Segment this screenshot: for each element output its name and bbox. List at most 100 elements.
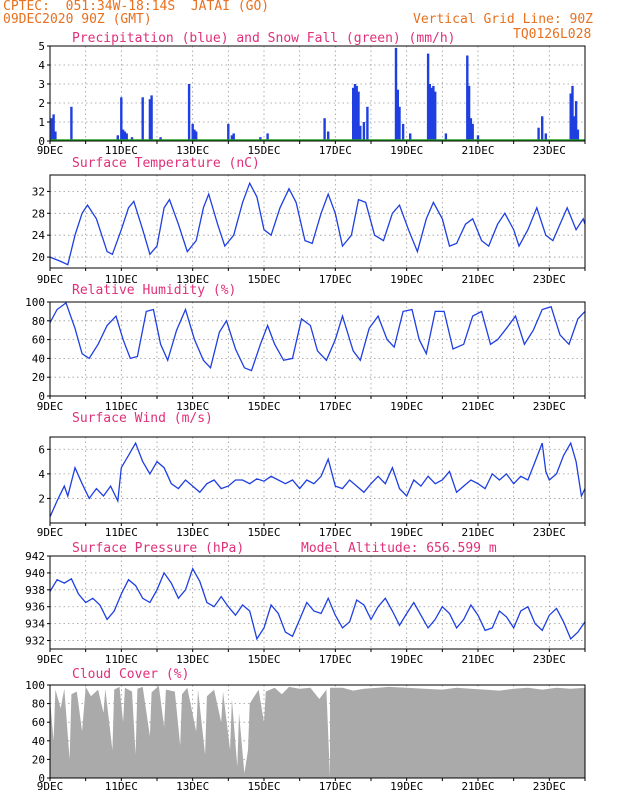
precip-bar — [52, 114, 55, 141]
x-tick-label: 11DEC — [105, 144, 138, 157]
y-tick-label: 20 — [32, 371, 45, 384]
y-tick-label: 5 — [38, 40, 45, 53]
panel-frame — [49, 301, 586, 397]
precip-bar — [148, 99, 152, 141]
precip-bar — [544, 133, 547, 141]
x-tick-label: 17DEC — [319, 653, 352, 666]
x-tick-label: 13DEC — [176, 780, 209, 793]
precip-bar — [195, 131, 198, 141]
x-tick-label: 15DEC — [247, 653, 280, 666]
panel-title: Precipitation (blue) and Snow Fall (gree… — [72, 31, 456, 46]
precip-bar — [121, 129, 125, 141]
precip-bar — [430, 87, 433, 141]
x-tick-label: 11DEC — [105, 780, 138, 793]
precip-bar — [266, 133, 269, 141]
precip-bar — [141, 97, 144, 141]
precip-bar — [357, 91, 360, 141]
precip-bar — [193, 129, 196, 141]
precip-bar — [537, 127, 540, 141]
y-tick-label: 80 — [32, 698, 45, 711]
x-tick-label: 9DEC — [37, 526, 64, 539]
precip-bar — [125, 133, 128, 141]
x-tick-label: 9DEC — [37, 780, 64, 793]
precip-bar — [230, 135, 234, 141]
y-tick-label: 40 — [32, 352, 45, 365]
precip-bar — [466, 55, 469, 141]
precip-bar — [541, 116, 544, 141]
y-tick-label: 32 — [32, 185, 45, 198]
y-tick-label: 20 — [32, 251, 45, 264]
x-tick-label: 23DEC — [533, 273, 566, 286]
precip-bar — [362, 122, 366, 141]
precip-bar — [571, 85, 574, 141]
precip-bar — [191, 123, 194, 141]
x-tick-label: 15DEC — [247, 273, 280, 286]
y-tick-label: 24 — [32, 229, 46, 242]
x-tick-label: 15DEC — [247, 526, 280, 539]
x-tick-label: 19DEC — [390, 400, 423, 413]
precip-bar — [232, 133, 235, 141]
x-tick-label: 15DEC — [247, 144, 280, 157]
precip-bar — [428, 84, 431, 141]
precip-bar — [130, 137, 134, 141]
precip-bar — [573, 116, 576, 141]
y-tick-label: 932 — [25, 635, 45, 648]
panel-title: Surface Pressure (hPa) — [72, 541, 244, 556]
x-tick-label: 21DEC — [461, 653, 494, 666]
precip-bar — [150, 95, 153, 141]
x-tick-label: 23DEC — [533, 144, 566, 157]
x-tick-label: 17DEC — [319, 780, 352, 793]
x-tick-label: 15DEC — [247, 400, 280, 413]
precip-bar — [469, 118, 473, 141]
y-tick-label: 2 — [38, 97, 45, 110]
precip-bar — [396, 89, 399, 141]
precip-bar — [366, 106, 369, 141]
precip-bar — [398, 106, 401, 141]
x-tick-label: 11DEC — [105, 400, 138, 413]
y-tick-label: 20 — [32, 753, 45, 766]
y-tick-label: 940 — [25, 567, 45, 580]
series-line — [49, 181, 586, 266]
x-tick-label: 23DEC — [533, 400, 566, 413]
x-tick-label: 13DEC — [176, 653, 209, 666]
x-tick-label: 9DEC — [37, 400, 64, 413]
series-line — [49, 567, 586, 641]
panel-frame — [49, 555, 586, 650]
x-tick-label: 17DEC — [319, 400, 352, 413]
precip-bar — [576, 129, 580, 141]
y-tick-label: 936 — [25, 601, 45, 614]
panel-frame — [49, 684, 586, 779]
precip-bar — [159, 137, 162, 141]
precip-bar — [574, 101, 578, 141]
panel-title: Surface Temperature (nC) — [72, 156, 260, 171]
y-tick-label: 28 — [32, 207, 45, 220]
series-line — [49, 301, 586, 372]
header-code: TQ0126L028 — [513, 27, 592, 42]
y-tick-label: 0 — [38, 772, 45, 785]
x-tick-label: 21DEC — [461, 144, 494, 157]
y-tick-label: 100 — [25, 296, 45, 309]
panel-frame — [49, 45, 586, 142]
x-tick-label: 21DEC — [461, 273, 494, 286]
y-tick-label: 0 — [38, 390, 45, 403]
x-tick-label: 13DEC — [176, 144, 209, 157]
panel-1: Precipitation (blue) and Snow Fall (gree… — [37, 31, 586, 157]
precip-bar — [327, 131, 330, 141]
series-line — [49, 441, 586, 518]
precip-bar — [259, 137, 262, 141]
precip-bar — [355, 85, 358, 141]
y-tick-label: 938 — [25, 584, 45, 597]
y-tick-label: 100 — [25, 679, 45, 692]
x-tick-label: 19DEC — [390, 144, 423, 157]
y-tick-label: 4 — [38, 468, 45, 481]
y-tick-label: 1 — [38, 116, 45, 129]
x-tick-label: 9DEC — [37, 144, 64, 157]
header-date: 09DEC2020 90Z (GMT) — [3, 12, 152, 27]
precip-bar — [471, 123, 474, 141]
panel-6: Cloud Cover (%) 0 20 40 60 80 100 9DEC 11DEC 13DE… — [25, 667, 586, 793]
precip-bar — [409, 133, 412, 141]
x-tick-label: 21DEC — [461, 400, 494, 413]
panel-title: Surface Wind (m/s) — [72, 411, 213, 426]
x-tick-label: 21DEC — [461, 526, 494, 539]
